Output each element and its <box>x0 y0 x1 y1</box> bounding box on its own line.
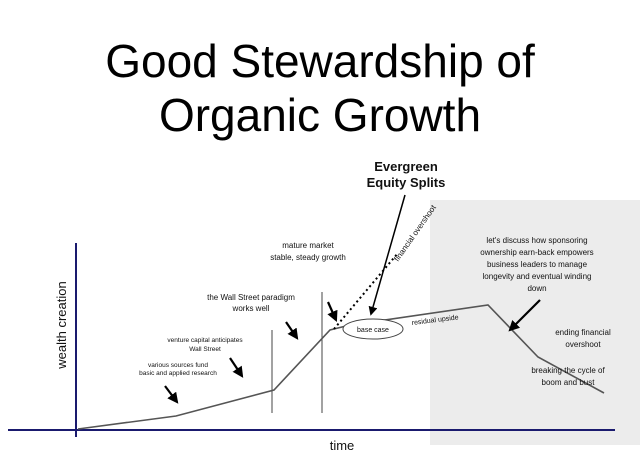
discuss-line-4: longevity and eventual winding <box>483 272 592 281</box>
growth-curve <box>77 304 605 430</box>
arrow-venture-capital <box>229 357 244 378</box>
discuss-line-2: ownership earn-back empowers <box>480 248 593 257</box>
venture-capital-line-2: Wall Street <box>189 346 221 353</box>
slide-title-line-1: Good Stewardship of <box>105 35 535 87</box>
arrow-wall-street <box>285 321 299 340</box>
arrow-discuss <box>508 299 541 332</box>
arrow-evergreen <box>368 194 406 316</box>
breaking-line-2: boom and bust <box>542 378 596 387</box>
slide-title-line-2: Organic Growth <box>158 89 482 141</box>
discuss-line-3: business leaders to manage <box>487 260 588 269</box>
overshoot-dotted-line <box>333 252 399 330</box>
ending-line-2: overshoot <box>565 340 601 349</box>
discuss-line-1: let's discuss how sponsoring <box>486 236 587 245</box>
venture-capital-line-1: venture capital anticipates <box>167 337 243 344</box>
mature-market-line-1: mature market <box>282 241 334 250</box>
wall-street-line-2: works well <box>232 304 270 313</box>
various-sources-line-1: various sources fund <box>148 362 208 369</box>
evergreen-line-1: Evergreen <box>374 159 438 174</box>
shaded-region <box>430 200 640 445</box>
x-axis-label: time <box>330 438 355 453</box>
breaking-line-1: breaking the cycle of <box>531 366 605 375</box>
arrow-various-sources <box>164 385 179 404</box>
discuss-line-5: down <box>527 284 546 293</box>
base-case-label: base case <box>357 327 389 334</box>
wall-street-line-1: the Wall Street paradigm <box>207 293 295 302</box>
evergreen-line-2: Equity Splits <box>367 175 446 190</box>
y-axis-label: wealth creation <box>54 281 69 369</box>
arrow-mature-market <box>326 301 338 323</box>
mature-market-line-2: stable, steady growth <box>270 253 346 262</box>
ending-line-1: ending financial <box>555 328 611 337</box>
base-case-ellipse <box>342 318 404 340</box>
various-sources-line-2: basic and applied research <box>139 370 217 377</box>
